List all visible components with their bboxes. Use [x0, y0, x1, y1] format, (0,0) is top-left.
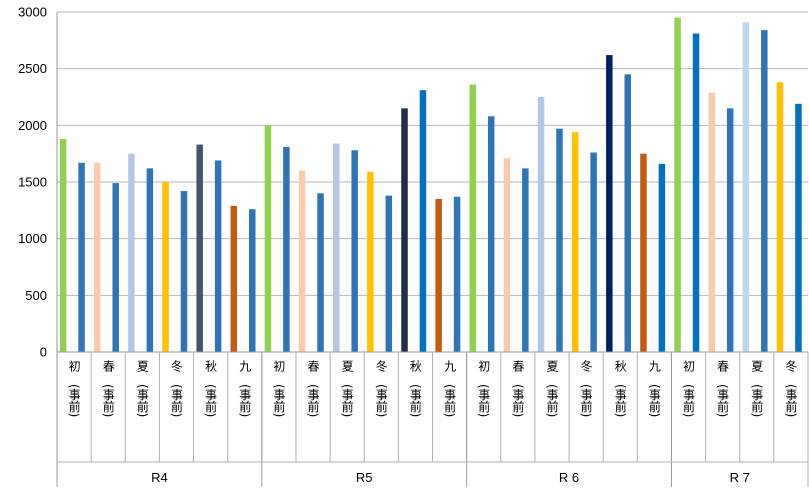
category-label: 秋 (事前) — [408, 360, 422, 418]
bar — [283, 146, 290, 352]
bar — [674, 17, 681, 353]
bar — [180, 191, 188, 352]
bar — [112, 183, 119, 352]
bar — [435, 199, 442, 352]
bar — [590, 152, 597, 352]
bar — [351, 150, 358, 352]
bar — [726, 108, 734, 352]
y-tick-label: 0 — [40, 345, 47, 360]
bar — [776, 82, 784, 353]
bar — [522, 168, 529, 352]
category-label: 春 (事前) — [511, 360, 525, 418]
bar — [453, 196, 461, 352]
category-label: 九 (事前) — [238, 360, 252, 418]
y-axis: 0 500 1000 1500 2000 2500 3000 — [18, 5, 58, 360]
category-label: 春 (事前) — [716, 360, 730, 418]
bar — [59, 138, 67, 352]
bar — [332, 143, 340, 352]
bar — [761, 30, 768, 353]
x-axis: 初 (事前) 春 (事前) 夏 (事前) 冬 (事前) 秋 (事前) 九 (事前) 初 (事… — [56, 351, 809, 487]
group-label: R 6 — [559, 470, 579, 485]
y-tick-label: 1000 — [18, 231, 47, 246]
category-label: 初 (事前) — [67, 360, 81, 418]
y-tick-label: 1500 — [18, 175, 47, 190]
bar — [128, 153, 135, 352]
bar — [298, 170, 306, 352]
category-label: 冬 (事前) — [374, 359, 388, 418]
category-label: 夏 (事前) — [340, 360, 354, 418]
bar — [624, 74, 632, 352]
category-label: 秋 (事前) — [613, 360, 627, 418]
bar — [537, 97, 545, 352]
category-label: 初 (事前) — [477, 360, 491, 418]
bar — [487, 116, 495, 353]
y-tick-label: 2000 — [18, 118, 47, 133]
bar — [640, 153, 647, 352]
bars — [59, 17, 802, 353]
bar — [708, 92, 715, 352]
bar — [78, 162, 85, 352]
y-tick-label: 3000 — [18, 5, 47, 20]
bar — [385, 195, 393, 352]
bar — [606, 55, 613, 353]
group-label: R5 — [356, 470, 373, 485]
group-label: R 7 — [730, 470, 750, 485]
category-label: 冬 (事前) — [169, 359, 183, 418]
bar — [692, 33, 700, 353]
bar — [469, 84, 477, 353]
bar — [214, 160, 222, 352]
group-label: R4 — [151, 470, 168, 485]
category-label: 九 (事前) — [647, 360, 661, 418]
category-label: 夏 (事前) — [750, 360, 764, 418]
category-label: 夏 (事前) — [135, 360, 149, 418]
category-label: 夏 (事前) — [545, 360, 559, 418]
bar — [94, 162, 101, 352]
bar — [658, 163, 666, 352]
bar — [419, 90, 427, 352]
category-label: 初 (事前) — [682, 360, 696, 418]
bar — [146, 168, 154, 352]
bar — [556, 128, 563, 352]
bar — [196, 144, 203, 352]
category-label: 春 (事前) — [101, 360, 115, 418]
category-label: 秋 (事前) — [204, 360, 218, 418]
bar — [571, 132, 579, 352]
bar — [503, 158, 511, 352]
bar — [795, 103, 802, 352]
category-label: 春 (事前) — [306, 360, 320, 418]
bar — [230, 205, 238, 352]
bar — [162, 182, 169, 352]
y-tick-label: 2500 — [18, 61, 47, 76]
category-label: 冬 (事前) — [784, 359, 798, 418]
bar — [742, 22, 750, 352]
category-label: 冬 (事前) — [579, 359, 593, 418]
bar — [317, 193, 324, 352]
bar — [401, 108, 408, 352]
y-tick-label: 500 — [25, 288, 47, 303]
bar — [264, 125, 272, 352]
bar — [367, 171, 374, 352]
category-label: 初 (事前) — [272, 360, 286, 418]
category-label: 九 (事前) — [443, 360, 457, 418]
bar — [249, 209, 256, 352]
